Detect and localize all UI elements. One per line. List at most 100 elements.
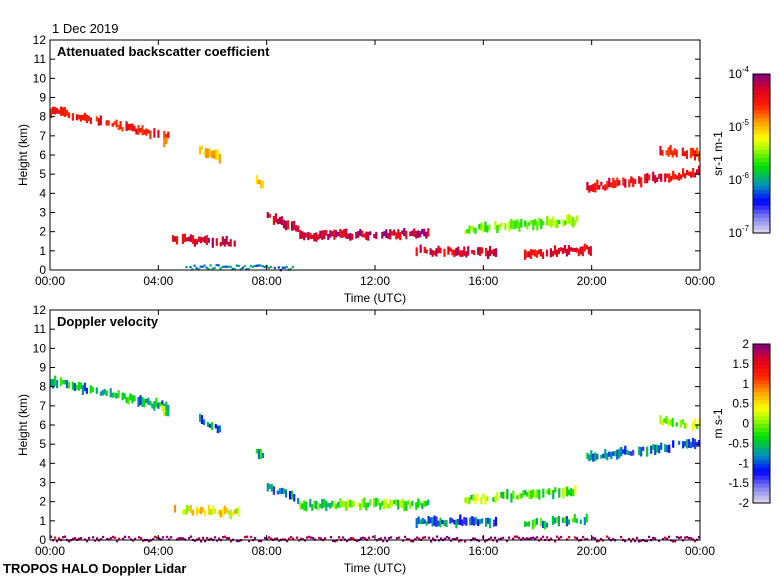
colorbar: 10-7 10-6 10-5 10-4 sr-1 m-1 [711, 65, 771, 240]
data-cell [452, 538, 455, 541]
data-cell [305, 232, 308, 238]
data-cell [490, 249, 494, 255]
data-cell [127, 123, 130, 131]
data-cell [346, 539, 349, 543]
data-cell [510, 493, 513, 503]
data-cell [411, 500, 414, 507]
data-cell [532, 489, 535, 498]
data-cell [59, 106, 63, 116]
data-cell [188, 536, 191, 540]
data-cell [153, 128, 156, 138]
data-cell [461, 519, 464, 526]
data-cell [398, 536, 401, 539]
data-cell [459, 250, 462, 257]
data-cell [224, 535, 227, 538]
data-cell [685, 150, 688, 159]
data-cell [387, 503, 390, 509]
data-cell [628, 451, 631, 456]
data-cell [137, 397, 140, 407]
data-cell [448, 537, 451, 540]
data-cell [140, 537, 143, 540]
data-cell [211, 237, 214, 248]
data-cell [260, 540, 263, 543]
colorbar-step [753, 129, 770, 135]
data-cell [532, 536, 535, 539]
data-cell [237, 264, 240, 268]
data-cell [539, 518, 543, 526]
y-tick-label: 2 [39, 225, 46, 239]
data-cell [217, 264, 220, 267]
data-cell [456, 536, 459, 540]
data-cell [661, 150, 664, 156]
data-cell [113, 392, 116, 398]
data-cell [480, 497, 483, 505]
data-cell [399, 500, 402, 507]
data-cell [214, 424, 217, 429]
data-cell [698, 418, 701, 428]
data-cell [131, 123, 134, 132]
data-cell [494, 248, 498, 257]
data-cell [254, 537, 257, 540]
cloud-feature [50, 375, 170, 413]
data-cell [463, 246, 466, 256]
y-tick-label: 4 [39, 456, 46, 470]
data-cell [516, 219, 519, 228]
data-cell [209, 264, 212, 267]
data-cell [281, 266, 284, 269]
colorbar-step [753, 419, 770, 424]
colorbar-step [753, 193, 770, 198]
y-tick-label: 1 [39, 514, 46, 528]
data-cell [674, 540, 677, 543]
data-cell [363, 497, 366, 508]
data-cell [268, 213, 271, 218]
data-cell [695, 424, 699, 429]
data-cell [143, 129, 146, 135]
colorbar-step [753, 443, 770, 448]
data-cell [620, 535, 623, 539]
data-cell [598, 539, 601, 542]
data-cell [221, 265, 224, 269]
data-cell [465, 251, 468, 258]
data-cell [62, 536, 65, 539]
data-cell [225, 235, 228, 245]
data-cell [207, 267, 210, 270]
data-cell [541, 252, 545, 259]
data-cell [58, 537, 61, 540]
data-cell [589, 246, 592, 256]
data-cell [494, 516, 498, 527]
colorbar-step [753, 85, 770, 91]
data-cell [227, 265, 230, 268]
data-cell [634, 539, 637, 543]
colorbar-step [753, 201, 770, 206]
data-cell [50, 108, 53, 119]
data-cell [608, 537, 611, 540]
data-cell [556, 219, 559, 229]
cloud-feature [255, 448, 265, 460]
data-cell [546, 215, 549, 226]
colorbar-step [753, 371, 770, 377]
cloud-feature [299, 227, 430, 242]
data-cell [297, 498, 300, 505]
data-cell [498, 538, 501, 541]
data-cell [229, 509, 232, 520]
data-cell [445, 520, 448, 528]
data-cell [559, 247, 562, 252]
data-cell [488, 518, 492, 529]
colorbar-step [753, 189, 770, 194]
data-cell [533, 249, 537, 257]
data-cell [75, 385, 78, 390]
data-cell [692, 437, 695, 448]
data-cell [441, 519, 444, 525]
data-cell [272, 486, 275, 495]
data-cell [218, 153, 221, 164]
data-cell [415, 231, 418, 239]
data-cell [129, 123, 132, 131]
data-cell [449, 517, 452, 524]
data-cell [302, 538, 305, 541]
data-cell [642, 446, 645, 451]
data-cell [105, 390, 108, 397]
data-cell [471, 516, 474, 526]
data-cell [397, 229, 400, 239]
data-cell [567, 245, 570, 255]
data-cell [384, 536, 387, 539]
